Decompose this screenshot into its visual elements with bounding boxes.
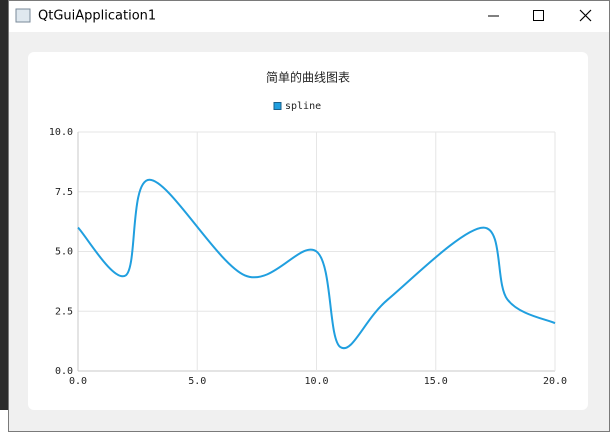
maximize-button[interactable] <box>533 10 544 21</box>
chart-title: 简单的曲线图表 <box>266 70 350 85</box>
window-title: QtGuiApplication1 <box>38 9 156 24</box>
y-tick-label: 0.0 <box>55 366 73 377</box>
y-tick-label: 10.0 <box>49 127 73 138</box>
x-tick-label: 20.0 <box>543 376 567 387</box>
x-tick-label: 0.0 <box>69 376 87 387</box>
y-tick-label: 2.5 <box>55 306 73 317</box>
app-icon <box>15 8 31 23</box>
title-bar <box>9 1 609 32</box>
plot: 0.0 2.5 5.0 7.5 10.0 0.0 5.0 10.0 15.0 20.0 spline <box>49 101 567 387</box>
background-terminal <box>0 0 9 410</box>
legend-marker <box>273 102 282 110</box>
x-tick-label: 10.0 <box>304 376 328 387</box>
close-button[interactable] <box>579 9 592 22</box>
legend-label: spline <box>285 101 321 112</box>
y-tick-label: 5.0 <box>55 247 73 258</box>
x-tick-label: 15.0 <box>424 376 448 387</box>
series-line <box>77 178 556 350</box>
x-tick-label: 5.0 <box>188 376 206 387</box>
y-tick-label: 7.5 <box>55 187 73 198</box>
chart-card <box>28 52 588 410</box>
